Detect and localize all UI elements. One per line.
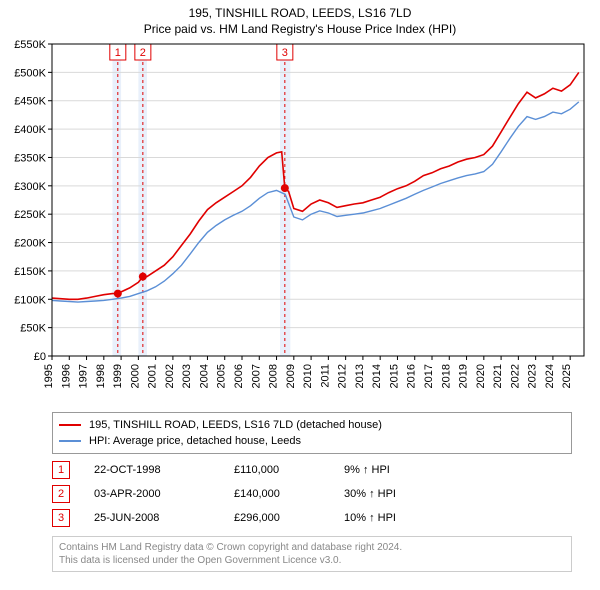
svg-text:3: 3	[282, 47, 288, 59]
marker-hpi: 30% ↑ HPI	[344, 488, 572, 500]
marker-hpi: 9% ↑ HPI	[344, 464, 572, 476]
svg-text:2024: 2024	[544, 364, 556, 388]
marker-date: 03-APR-2000	[94, 488, 234, 500]
footnote-line: Contains HM Land Registry data © Crown c…	[59, 541, 565, 554]
svg-text:2018: 2018	[440, 364, 452, 388]
marker-row: 2 03-APR-2000£140,00030% ↑ HPI	[52, 482, 572, 506]
svg-text:£250K: £250K	[14, 209, 46, 221]
svg-text:£550K: £550K	[14, 40, 46, 51]
svg-text:1997: 1997	[78, 364, 90, 388]
chart-area: £0 £50K £100K £150K £200K £250K £300K £350K £400…	[8, 40, 592, 410]
marker-date: 22-OCT-1998	[94, 464, 234, 476]
svg-text:£450K: £450K	[14, 96, 46, 108]
svg-text:2014: 2014	[371, 364, 383, 388]
marker-badge: 3	[52, 509, 70, 527]
svg-text:2006: 2006	[233, 364, 245, 388]
svg-text:1998: 1998	[95, 364, 107, 388]
page-title: 195, TINSHILL ROAD, LEEDS, LS16 7LD	[8, 6, 592, 20]
svg-text:1: 1	[115, 47, 121, 59]
svg-text:£500K: £500K	[14, 67, 46, 79]
svg-text:2015: 2015	[388, 364, 400, 388]
svg-text:£100K: £100K	[14, 294, 46, 306]
marker-row: 1 22-OCT-1998£110,0009% ↑ HPI	[52, 458, 572, 482]
svg-text:2011: 2011	[319, 364, 331, 388]
svg-text:2001: 2001	[147, 364, 159, 388]
svg-text:2003: 2003	[181, 364, 193, 388]
chart-page: 195, TINSHILL ROAD, LEEDS, LS16 7LD Pric…	[0, 0, 600, 590]
svg-text:2016: 2016	[406, 364, 418, 388]
svg-text:2025: 2025	[561, 364, 573, 388]
svg-text:2020: 2020	[475, 364, 487, 388]
svg-text:2019: 2019	[458, 364, 470, 388]
svg-text:£350K: £350K	[14, 152, 46, 164]
svg-text:2010: 2010	[302, 364, 314, 388]
svg-text:2004: 2004	[198, 364, 210, 388]
svg-text:£50K: £50K	[20, 323, 46, 335]
svg-text:2000: 2000	[129, 364, 141, 388]
svg-text:2002: 2002	[164, 364, 176, 388]
footnote-line: This data is licensed under the Open Gov…	[59, 554, 565, 567]
svg-text:£200K: £200K	[14, 238, 46, 250]
legend-label: 195, TINSHILL ROAD, LEEDS, LS16 7LD (det…	[89, 419, 382, 431]
legend-item: 195, TINSHILL ROAD, LEEDS, LS16 7LD (det…	[59, 417, 565, 433]
svg-text:1999: 1999	[112, 364, 124, 388]
svg-text:2013: 2013	[354, 364, 366, 388]
legend-item: HPI: Average price, detached house, Leed…	[59, 433, 565, 449]
svg-text:£150K: £150K	[14, 266, 46, 278]
svg-text:2012: 2012	[337, 364, 349, 388]
marker-badge: 1	[52, 461, 70, 479]
svg-text:£0: £0	[34, 351, 46, 363]
svg-text:£400K: £400K	[14, 124, 46, 136]
svg-text:1995: 1995	[43, 364, 55, 388]
legend-label: HPI: Average price, detached house, Leed…	[89, 435, 301, 447]
svg-text:2007: 2007	[250, 364, 262, 388]
marker-row: 3 25-JUN-2008£296,00010% ↑ HPI	[52, 506, 572, 530]
svg-text:1996: 1996	[60, 364, 72, 388]
page-subtitle: Price paid vs. HM Land Registry's House …	[8, 22, 592, 36]
marker-badge: 2	[52, 485, 70, 503]
svg-text:2017: 2017	[423, 364, 435, 388]
svg-text:2023: 2023	[527, 364, 539, 388]
marker-price: £110,000	[234, 464, 344, 476]
svg-text:2008: 2008	[268, 364, 280, 388]
legend: 195, TINSHILL ROAD, LEEDS, LS16 7LD (det…	[52, 412, 572, 454]
legend-swatch	[59, 440, 81, 442]
svg-text:2: 2	[140, 47, 146, 59]
markers-table: 1 22-OCT-1998£110,0009% ↑ HPI 2 03-APR-2000…	[52, 458, 572, 530]
svg-text:2021: 2021	[492, 364, 504, 388]
marker-hpi: 10% ↑ HPI	[344, 512, 572, 524]
marker-price: £296,000	[234, 512, 344, 524]
svg-text:£300K: £300K	[14, 181, 46, 193]
legend-swatch	[59, 424, 81, 426]
marker-date: 25-JUN-2008	[94, 512, 234, 524]
marker-price: £140,000	[234, 488, 344, 500]
footnote: Contains HM Land Registry data © Crown c…	[52, 536, 572, 572]
price-chart: £0 £50K £100K £150K £200K £250K £300K £350K £400…	[8, 40, 592, 410]
svg-text:2009: 2009	[285, 364, 297, 388]
svg-text:2022: 2022	[509, 364, 521, 388]
svg-text:2005: 2005	[216, 364, 228, 388]
